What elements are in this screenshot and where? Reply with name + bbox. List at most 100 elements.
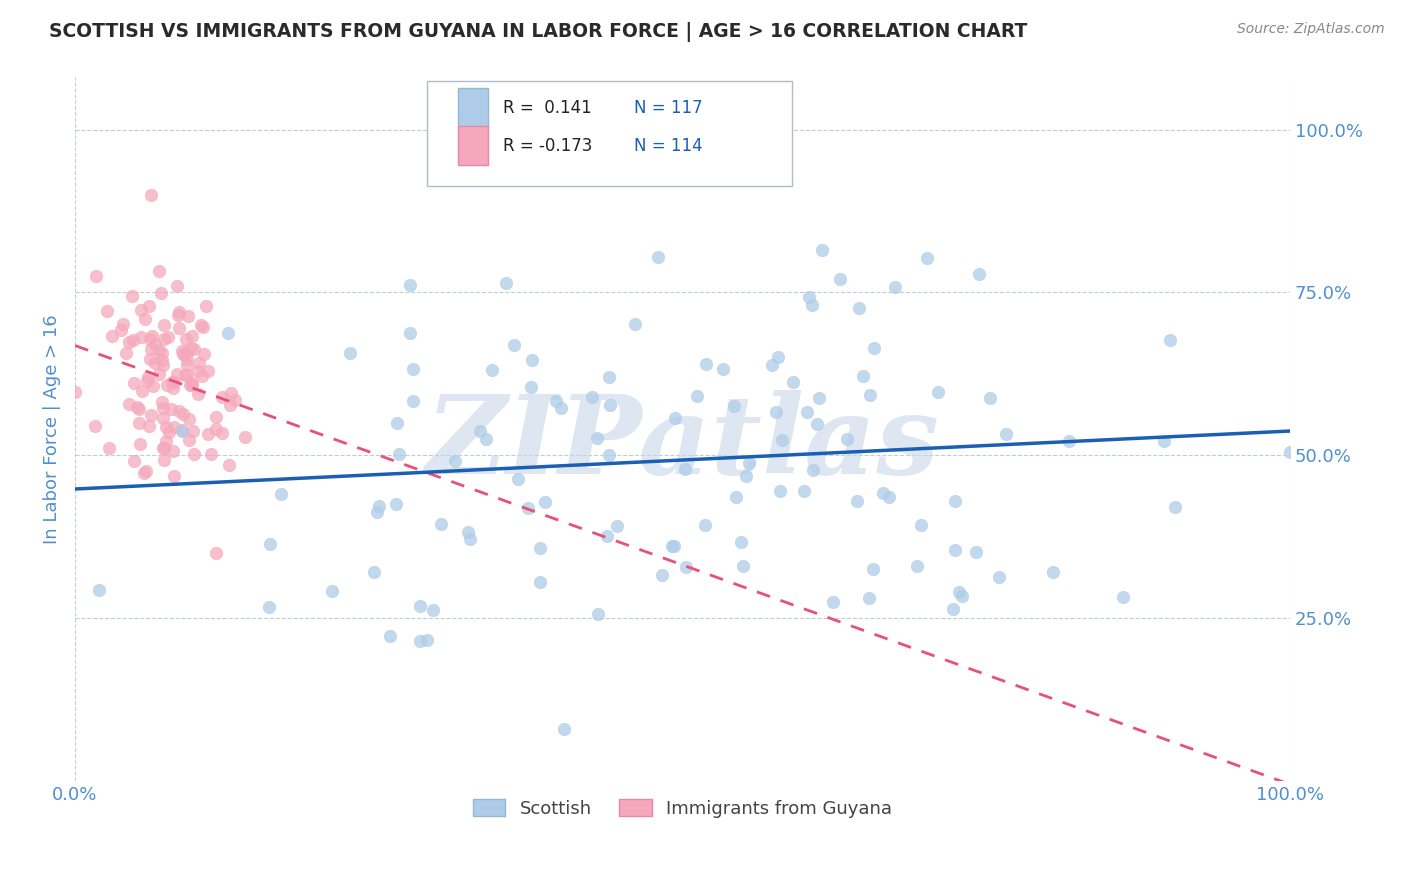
Point bbox=[339, 346, 361, 360]
Point bbox=[862, 341, 884, 355]
Point bbox=[517, 501, 540, 516]
Point bbox=[162, 375, 184, 389]
Point bbox=[118, 397, 141, 411]
Point bbox=[84, 419, 107, 434]
Point bbox=[695, 518, 717, 533]
Point bbox=[177, 433, 200, 447]
Text: R =  0.141: R = 0.141 bbox=[503, 99, 592, 117]
Point bbox=[796, 405, 818, 419]
Point bbox=[647, 250, 669, 264]
Point bbox=[529, 575, 551, 590]
Point bbox=[598, 369, 620, 384]
Point bbox=[167, 308, 190, 322]
Point bbox=[586, 430, 609, 444]
Point bbox=[852, 368, 875, 383]
Point bbox=[738, 456, 761, 470]
Point bbox=[89, 583, 111, 598]
Point bbox=[218, 458, 240, 473]
Point bbox=[101, 329, 124, 343]
Point bbox=[156, 377, 179, 392]
Point bbox=[217, 326, 239, 341]
Point bbox=[402, 394, 425, 409]
Point bbox=[367, 499, 389, 513]
Point bbox=[673, 462, 696, 476]
Point bbox=[152, 442, 174, 456]
Point bbox=[917, 251, 939, 265]
Point bbox=[128, 402, 150, 417]
Point bbox=[112, 317, 135, 331]
Point bbox=[586, 607, 609, 621]
Point bbox=[143, 356, 166, 370]
Point bbox=[166, 367, 188, 381]
Point bbox=[422, 603, 444, 617]
Point bbox=[409, 599, 432, 613]
Point bbox=[1153, 434, 1175, 449]
Point bbox=[830, 272, 852, 286]
Point bbox=[205, 422, 228, 436]
Text: SCOTTISH VS IMMIGRANTS FROM GUYANA IN LABOR FORCE | AGE > 16 CORRELATION CHART: SCOTTISH VS IMMIGRANTS FROM GUYANA IN LA… bbox=[49, 22, 1028, 42]
Point bbox=[84, 268, 107, 283]
Point bbox=[768, 350, 790, 364]
Point bbox=[877, 490, 900, 504]
Point bbox=[623, 318, 645, 332]
Point bbox=[711, 361, 734, 376]
Point bbox=[686, 389, 709, 403]
Point bbox=[180, 329, 202, 343]
Point bbox=[468, 424, 491, 438]
Point bbox=[169, 321, 191, 335]
Point bbox=[457, 525, 479, 540]
Point bbox=[799, 289, 821, 303]
Point bbox=[166, 279, 188, 293]
Point bbox=[366, 505, 388, 519]
Y-axis label: In Labor Force | Age > 16: In Labor Force | Age > 16 bbox=[44, 314, 60, 544]
Point bbox=[733, 559, 755, 574]
Point bbox=[187, 364, 209, 378]
Point bbox=[177, 412, 200, 426]
Point bbox=[772, 433, 794, 447]
Point bbox=[205, 546, 228, 560]
Point bbox=[181, 376, 204, 391]
Point bbox=[444, 454, 467, 468]
Point bbox=[725, 491, 748, 505]
Point bbox=[176, 344, 198, 359]
Point bbox=[872, 486, 894, 500]
Point bbox=[1112, 590, 1135, 604]
Point bbox=[132, 466, 155, 480]
Point bbox=[110, 323, 132, 337]
Point bbox=[138, 418, 160, 433]
Point bbox=[194, 299, 217, 313]
Point bbox=[172, 344, 194, 359]
Point bbox=[967, 267, 990, 281]
Point bbox=[475, 432, 498, 446]
Point bbox=[163, 375, 186, 389]
Point bbox=[191, 368, 214, 383]
Point bbox=[224, 392, 246, 407]
Point bbox=[430, 517, 453, 532]
Point bbox=[204, 409, 226, 424]
FancyBboxPatch shape bbox=[458, 127, 488, 165]
Point bbox=[173, 368, 195, 383]
Point bbox=[180, 341, 202, 355]
Point bbox=[398, 326, 420, 340]
Point bbox=[1164, 500, 1187, 515]
Point bbox=[942, 602, 965, 616]
Point bbox=[163, 420, 186, 434]
Point bbox=[167, 404, 190, 418]
Point bbox=[148, 264, 170, 278]
Point bbox=[835, 432, 858, 446]
Point bbox=[138, 299, 160, 313]
Point bbox=[183, 447, 205, 461]
Point bbox=[122, 376, 145, 390]
Point bbox=[550, 401, 572, 415]
Point bbox=[114, 345, 136, 359]
Point bbox=[765, 405, 787, 419]
Point bbox=[709, 136, 731, 150]
Point bbox=[191, 320, 214, 334]
Point bbox=[136, 374, 159, 388]
Point bbox=[155, 434, 177, 449]
Point bbox=[533, 495, 555, 509]
Point bbox=[927, 385, 949, 400]
Point bbox=[187, 386, 209, 401]
FancyBboxPatch shape bbox=[427, 81, 792, 186]
Text: R = -0.173: R = -0.173 bbox=[503, 136, 592, 154]
